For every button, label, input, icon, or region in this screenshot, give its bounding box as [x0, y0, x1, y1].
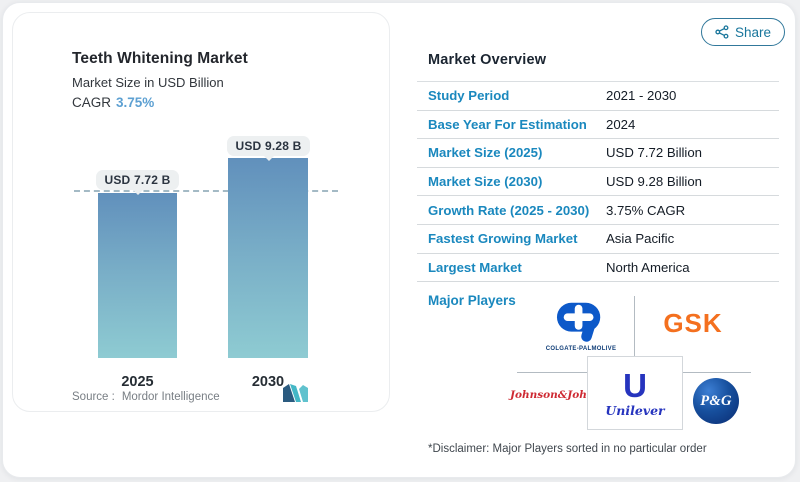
cagr-line: CAGR 3.75%	[72, 95, 154, 110]
chart-title: Teeth Whitening Market	[72, 50, 248, 67]
source-value: Mordor Intelligence	[121, 391, 220, 403]
table-row: Study Period 2021 - 2030	[417, 82, 779, 111]
cagr-label: CAGR	[72, 95, 112, 110]
x-tick-2025: 2025	[121, 374, 154, 390]
unilever-logo: U Unilever	[587, 356, 683, 430]
row-label: Growth Rate (2025 - 2030)	[428, 202, 590, 218]
share-button[interactable]: Share	[701, 18, 785, 46]
bar-label-2030: USD 9.28 B	[227, 136, 310, 161]
row-label: Largest Market	[428, 259, 522, 275]
row-value: 2021 - 2030	[606, 88, 677, 104]
table-row: Market Size (2025) USD 7.72 Billion	[417, 139, 779, 168]
row-value: 3.75% CAGR	[606, 202, 686, 218]
overview-table: Study Period 2021 - 2030 Base Year For E…	[417, 81, 779, 283]
market-overview-heading: Market Overview	[428, 52, 547, 68]
row-value: Asia Pacific	[606, 231, 675, 247]
row-value: USD 7.72 Billion	[606, 145, 703, 161]
share-button-label: Share	[734, 24, 772, 40]
reference-dashed-line	[74, 190, 338, 192]
colgate-palmolive-caption: COLGATE-PALMOLIVE	[545, 346, 617, 352]
unilever-wordmark: Unilever	[605, 402, 665, 418]
source-row: Source : Mordor Intelligence	[72, 391, 220, 403]
disclaimer-text: *Disclaimer: Major Players sorted in no …	[428, 443, 707, 455]
cagr-value: 3.75%	[116, 95, 155, 110]
source-label: Source :	[72, 391, 115, 403]
pg-logo: P&G	[693, 378, 739, 424]
chart-panel	[12, 12, 390, 412]
table-row: Growth Rate (2025 - 2030) 3.75% CAGR	[417, 196, 779, 225]
row-label: Market Size (2030)	[428, 174, 543, 190]
table-row: Fastest Growing Market Asia Pacific	[417, 225, 779, 254]
players-horizontal-divider-right	[683, 372, 751, 373]
unilever-u-mark: U	[623, 366, 647, 404]
table-row: Base Year For Estimation 2024	[417, 111, 779, 140]
gsk-logo: GSK	[663, 308, 723, 338]
johnson-and-johnson-logo: Johnson&Johnson	[510, 389, 616, 401]
bar-2025[interactable]	[98, 193, 177, 358]
row-value: 2024	[606, 116, 636, 132]
players-horizontal-divider-left	[517, 372, 587, 373]
pg-wordmark: P&G	[700, 392, 732, 409]
players-vertical-divider	[634, 296, 635, 357]
table-row: Largest Market North America	[417, 254, 779, 283]
row-value: USD 9.28 Billion	[606, 174, 703, 190]
table-row: Market Size (2030) USD 9.28 Billion	[417, 168, 779, 197]
mordor-intelligence-logo-icon	[283, 384, 308, 402]
x-tick-2030: 2030	[251, 374, 285, 390]
bar-2030[interactable]	[228, 158, 308, 358]
bar-label-2025: USD 7.72 B	[96, 170, 179, 195]
major-players-label: Major Players	[428, 293, 516, 308]
row-label: Base Year For Estimation	[428, 116, 587, 132]
colgate-palmolive-logo	[556, 302, 601, 342]
row-value: North America	[606, 259, 690, 275]
share-icon	[715, 25, 729, 39]
chart-subtitle: Market Size in USD Billion	[72, 75, 224, 90]
row-label: Study Period	[428, 88, 510, 104]
row-label: Market Size (2025)	[428, 145, 543, 161]
row-label: Fastest Growing Market	[428, 231, 578, 247]
